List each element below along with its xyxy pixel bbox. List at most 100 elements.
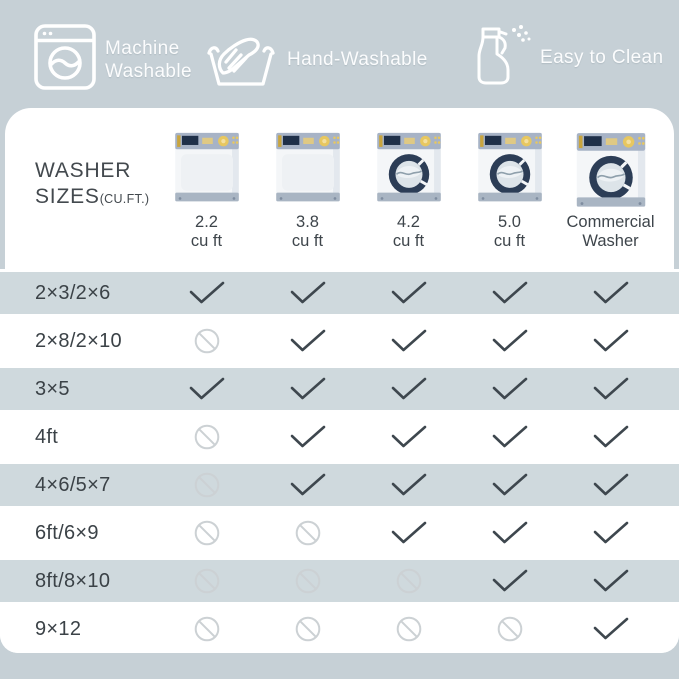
check-icon: [290, 281, 325, 304]
check-icon: [492, 569, 527, 592]
compatibility-cell: [560, 329, 661, 353]
check-icon: [593, 329, 628, 352]
compatibility-cell: [257, 473, 358, 497]
washer-icon-window: [477, 132, 542, 202]
compatibility-cell: [560, 281, 661, 305]
washer-image: [273, 131, 343, 210]
rug-size-label: 4ft: [35, 425, 59, 448]
check-icon: [492, 521, 527, 544]
compatibility-cell: [156, 328, 257, 354]
check-icon: [492, 329, 527, 352]
feature-label: Machine Washable: [105, 37, 192, 82]
compatibility-cell: [156, 520, 257, 546]
compatibility-table: 2×3/2×6 2×8/2×10 3×5 4ft 4×6/5×7 6ft/6×9…: [0, 269, 679, 653]
check-icon: [391, 377, 426, 400]
rug-size-label: 4×6/5×7: [35, 473, 111, 496]
rug-size-label: 2×8/2×10: [35, 329, 122, 352]
table-row: 8ft/8×10: [0, 557, 679, 605]
comparison-card-header: WASHER SIZES(CU.FT.) 2.2 cu ft 3.8 cu ft: [5, 108, 674, 269]
washer-size-label: 4.2 cu ft: [392, 213, 425, 250]
compatibility-cell: [459, 329, 560, 353]
compatibility-cell: [459, 377, 560, 401]
compatibility-cell: [156, 472, 257, 498]
washer-column: 2.2 cu ft: [156, 108, 257, 269]
feature-bar: Machine Washable Hand-Washable: [0, 0, 679, 108]
not-suitable-icon: [295, 520, 320, 546]
compatibility-cell: [257, 425, 358, 449]
compatibility-cell: [560, 473, 661, 497]
washer-icon-plain: [275, 132, 340, 202]
washer-column: 5.0 cu ft: [459, 108, 560, 269]
not-suitable-icon: [295, 568, 320, 594]
check-icon: [290, 473, 325, 496]
hand-wash-icon: [205, 23, 277, 96]
check-icon: [593, 473, 628, 496]
compatibility-cell: [156, 377, 257, 401]
compatibility-cell: [560, 521, 661, 545]
washer-size-label: Commercial Washer: [566, 213, 655, 250]
check-icon: [290, 377, 325, 400]
spray-bottle-icon: [474, 23, 532, 92]
rug-size-label: 8ft/8×10: [35, 569, 111, 592]
compatibility-cell: [257, 329, 358, 353]
feature-hand-washable: Hand-Washable: [205, 23, 428, 96]
compatibility-cell: [459, 281, 560, 305]
compatibility-cell: [459, 425, 560, 449]
table-row: 2×8/2×10: [0, 317, 679, 365]
compatibility-cell: [358, 329, 459, 353]
not-suitable-icon: [194, 616, 219, 642]
compatibility-cell: [358, 425, 459, 449]
compatibility-cell: [459, 473, 560, 497]
compatibility-cell: [358, 281, 459, 305]
table-row: 3×5: [0, 365, 679, 413]
not-suitable-icon: [194, 472, 219, 498]
check-icon: [593, 425, 628, 448]
not-suitable-icon: [295, 616, 320, 642]
feature-easy-to-clean: Easy to Clean: [474, 23, 664, 92]
compatibility-cell: [459, 569, 560, 593]
table-row: 4×6/5×7: [0, 461, 679, 509]
compatibility-cell: [560, 377, 661, 401]
table-title-line2: SIZES: [35, 185, 100, 208]
rug-size-label: 6ft/6×9: [35, 521, 99, 544]
washer-size-label: 3.8 cu ft: [291, 213, 324, 250]
table-row: 4ft: [0, 413, 679, 461]
check-icon: [593, 377, 628, 400]
compatibility-cell: [257, 281, 358, 305]
table-row: 2×3/2×6: [0, 269, 679, 317]
rug-size-label: 3×5: [35, 377, 70, 400]
washer-image: [374, 131, 444, 210]
compatibility-cell: [459, 521, 560, 545]
washer-image: [573, 131, 649, 210]
compatibility-cell: [358, 521, 459, 545]
check-icon: [593, 521, 628, 544]
check-icon: [492, 473, 527, 496]
check-icon: [593, 569, 628, 592]
washer-column: 4.2 cu ft: [358, 108, 459, 269]
compatibility-cell: [358, 616, 459, 642]
washer-size-label: 2.2 cu ft: [190, 213, 223, 250]
feature-label: Easy to Clean: [540, 47, 664, 68]
compatibility-cell: [156, 616, 257, 642]
compatibility-cell: [257, 616, 358, 642]
check-icon: [492, 425, 527, 448]
table-row: 9×12: [0, 605, 679, 653]
check-icon: [593, 281, 628, 304]
not-suitable-icon: [194, 328, 219, 354]
washer-columns: 2.2 cu ft 3.8 cu ft 4.2 cu ft: [156, 108, 661, 269]
rug-size-label: 9×12: [35, 617, 82, 640]
check-icon: [492, 281, 527, 304]
check-icon: [391, 521, 426, 544]
compatibility-cell: [560, 617, 661, 641]
washer-image: [172, 131, 242, 210]
compatibility-cell: [156, 281, 257, 305]
table-title-unit: (CU.FT.): [99, 192, 150, 206]
compatibility-cell: [358, 377, 459, 401]
table-row: 6ft/6×9: [0, 509, 679, 557]
compatibility-cell: [257, 520, 358, 546]
table-title-line1: WASHER: [35, 159, 132, 182]
not-suitable-icon: [497, 616, 522, 642]
washing-machine-icon: [34, 24, 96, 95]
washer-size-label: 5.0 cu ft: [493, 213, 526, 250]
washer-icon-window: [576, 133, 645, 207]
